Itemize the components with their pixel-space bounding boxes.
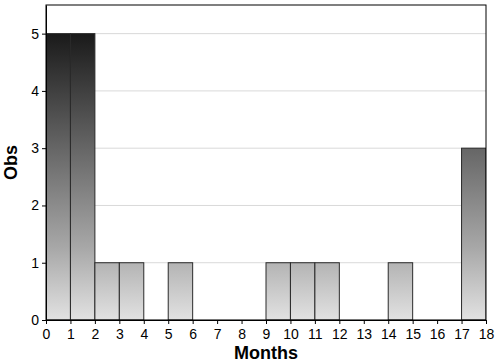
x-tick: 6 bbox=[189, 320, 197, 342]
y-tick-label: 1 bbox=[31, 255, 39, 271]
x-axis: 0123456789101112131415161718 bbox=[43, 320, 495, 342]
x-tick-label: 15 bbox=[405, 326, 421, 342]
x-tick: 18 bbox=[479, 320, 495, 342]
x-tick-mark bbox=[315, 320, 316, 324]
x-tick-label: 12 bbox=[332, 326, 348, 342]
bar bbox=[315, 263, 339, 320]
x-tick: 14 bbox=[381, 320, 397, 342]
x-tick-label: 10 bbox=[283, 326, 299, 342]
bar bbox=[119, 263, 143, 320]
y-tick-mark bbox=[42, 148, 46, 149]
x-tick-label: 5 bbox=[165, 326, 173, 342]
y-tick-label: 5 bbox=[31, 26, 39, 42]
x-tick-mark bbox=[437, 320, 438, 324]
chart: 0123456789101112131415161718012345Months… bbox=[0, 0, 500, 362]
x-tick: 2 bbox=[91, 320, 99, 342]
grid-line bbox=[46, 33, 486, 34]
x-tick-mark bbox=[486, 320, 487, 324]
x-tick: 15 bbox=[405, 320, 421, 342]
bar bbox=[46, 34, 70, 320]
x-tick-label: 17 bbox=[454, 326, 470, 342]
x-tick-mark bbox=[339, 320, 340, 324]
grid bbox=[46, 34, 486, 320]
x-tick-label: 6 bbox=[189, 326, 197, 342]
x-tick: 9 bbox=[263, 320, 271, 342]
x-tick-label: 2 bbox=[91, 326, 99, 342]
x-tick: 12 bbox=[332, 320, 348, 342]
x-tick-label: 18 bbox=[479, 326, 495, 342]
x-tick: 16 bbox=[430, 320, 446, 342]
x-tick-mark bbox=[144, 320, 145, 324]
grid-line bbox=[46, 148, 486, 149]
x-tick: 11 bbox=[308, 320, 323, 342]
x-tick-mark bbox=[413, 320, 414, 324]
y-tick: 0 bbox=[31, 312, 46, 328]
y-tick: 4 bbox=[31, 83, 46, 99]
x-tick-mark bbox=[242, 320, 243, 324]
y-tick: 2 bbox=[31, 197, 46, 213]
y-axis-line bbox=[46, 6, 47, 321]
grid-line bbox=[46, 205, 486, 206]
x-tick-mark bbox=[290, 320, 291, 324]
x-tick-label: 14 bbox=[381, 326, 397, 342]
y-axis-title: Obs bbox=[1, 145, 21, 180]
x-tick-mark bbox=[70, 320, 71, 324]
x-tick-mark bbox=[193, 320, 194, 324]
bar bbox=[290, 263, 314, 320]
y-tick-mark bbox=[42, 34, 46, 35]
bar bbox=[70, 34, 94, 320]
x-axis-title: Months bbox=[234, 343, 298, 362]
bar bbox=[266, 263, 290, 320]
x-tick: 4 bbox=[140, 320, 148, 342]
x-tick: 0 bbox=[43, 320, 51, 342]
x-tick: 5 bbox=[165, 320, 173, 342]
x-tick-mark bbox=[217, 320, 218, 324]
x-tick: 13 bbox=[356, 320, 372, 342]
plot-frame bbox=[46, 5, 486, 320]
grid-line bbox=[46, 90, 486, 91]
x-tick-mark bbox=[119, 320, 120, 324]
x-tick: 3 bbox=[116, 320, 124, 342]
x-tick-label: 11 bbox=[308, 326, 323, 342]
y-axis: 0 1 2 3 4 5 bbox=[31, 6, 46, 328]
bar bbox=[95, 263, 119, 320]
y-tick-mark bbox=[42, 320, 46, 321]
bar bbox=[168, 263, 192, 320]
x-tick-label: 1 bbox=[67, 326, 75, 342]
y-tick-mark bbox=[42, 263, 46, 264]
y-tick-label: 4 bbox=[31, 83, 39, 99]
x-tick-label: 9 bbox=[263, 326, 271, 342]
x-tick: 10 bbox=[283, 320, 299, 342]
x-tick-label: 13 bbox=[356, 326, 372, 342]
x-tick-label: 0 bbox=[43, 326, 51, 342]
y-tick: 1 bbox=[31, 255, 46, 271]
x-tick-mark bbox=[266, 320, 267, 324]
y-tick: 3 bbox=[31, 140, 46, 156]
y-tick: 5 bbox=[31, 26, 46, 42]
x-tick-mark bbox=[168, 320, 169, 324]
x-tick-label: 8 bbox=[238, 326, 246, 342]
x-tick-label: 3 bbox=[116, 326, 124, 342]
y-tick-mark bbox=[42, 205, 46, 206]
x-tick: 7 bbox=[214, 320, 222, 342]
y-tick-label: 2 bbox=[31, 197, 39, 213]
y-tick-label: 3 bbox=[31, 140, 39, 156]
x-tick-label: 4 bbox=[140, 326, 148, 342]
x-tick-label: 16 bbox=[430, 326, 446, 342]
y-tick-mark bbox=[42, 91, 46, 92]
bar bbox=[388, 263, 412, 320]
bar bbox=[462, 148, 486, 320]
x-tick: 1 bbox=[67, 320, 75, 342]
y-tick-label: 0 bbox=[31, 312, 39, 328]
x-tick-mark bbox=[388, 320, 389, 324]
x-tick-mark bbox=[462, 320, 463, 324]
bars bbox=[46, 34, 486, 320]
x-tick-mark bbox=[95, 320, 96, 324]
x-tick: 17 bbox=[454, 320, 470, 342]
x-tick: 8 bbox=[238, 320, 246, 342]
x-tick-label: 7 bbox=[214, 326, 222, 342]
x-tick-mark bbox=[46, 320, 47, 324]
x-tick-mark bbox=[364, 320, 365, 324]
